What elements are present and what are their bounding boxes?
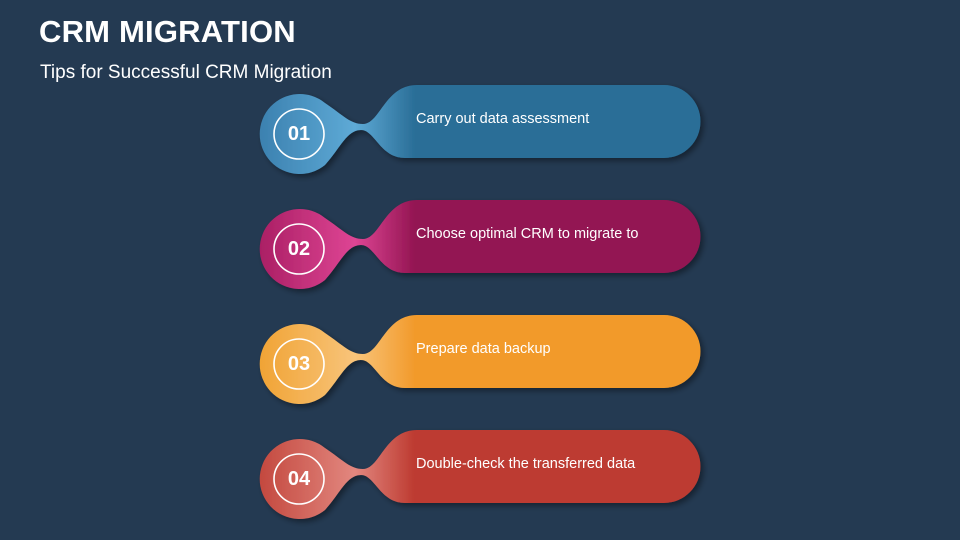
slide-title: CRM MIGRATION [39,14,296,49]
number-ring [273,223,325,275]
step-number: 03 [287,353,311,375]
step-number: 04 [287,468,311,490]
step-label: Carry out data assessment [416,111,590,127]
step-label: Double-check the transferred data [416,456,636,472]
step-number: 01 [287,123,311,145]
step-item: 02 Choose optimal CRM to migrate to [255,200,715,295]
step-shape [259,85,701,174]
step-label: Prepare data backup [416,341,551,357]
number-ring [273,453,325,505]
slide-subtitle: Tips for Successful CRM Migration [40,62,332,83]
step-item: 03 Prepare data backup [255,315,715,410]
step-shape [259,315,701,404]
number-ring [273,338,325,390]
step-shape [259,430,701,519]
step-shape [259,200,701,289]
step-item: 04 Double-check the transferred data [255,430,715,525]
number-ring [273,108,325,160]
step-number: 02 [287,238,311,260]
step-label: Choose optimal CRM to migrate to [416,226,639,242]
step-item: 01 Carry out data assessment [255,85,715,180]
